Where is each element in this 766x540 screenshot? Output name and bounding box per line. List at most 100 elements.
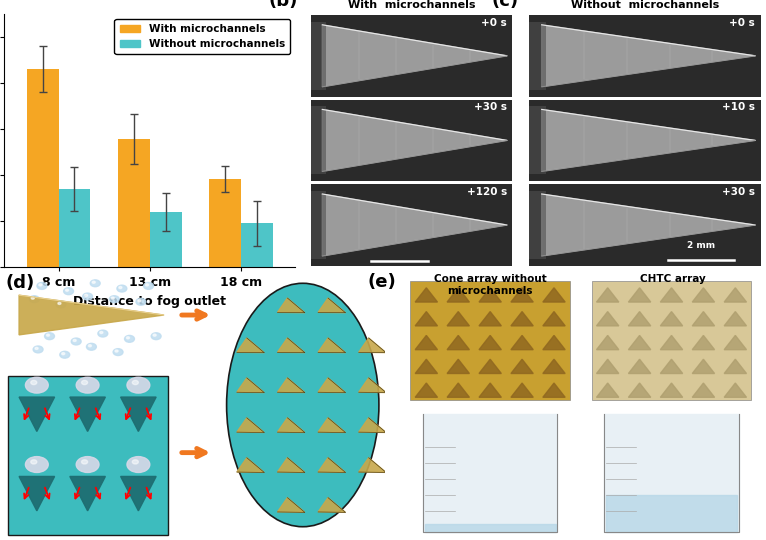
Circle shape — [56, 301, 66, 308]
Polygon shape — [692, 359, 715, 374]
Circle shape — [100, 332, 103, 334]
FancyBboxPatch shape — [591, 281, 751, 400]
Polygon shape — [415, 312, 437, 326]
Circle shape — [83, 293, 93, 300]
Circle shape — [81, 460, 87, 464]
Circle shape — [146, 284, 149, 286]
FancyBboxPatch shape — [311, 191, 326, 259]
Polygon shape — [660, 288, 683, 302]
Polygon shape — [628, 288, 651, 302]
FancyBboxPatch shape — [411, 281, 570, 400]
Polygon shape — [237, 458, 264, 472]
Polygon shape — [479, 383, 501, 397]
Circle shape — [37, 282, 47, 289]
Polygon shape — [692, 288, 715, 302]
X-axis label: Distance to fog outlet: Distance to fog outlet — [74, 295, 226, 308]
Circle shape — [64, 288, 74, 295]
Circle shape — [84, 294, 87, 296]
Bar — [241, 224, 273, 267]
FancyBboxPatch shape — [311, 184, 512, 266]
Text: 2 mm: 2 mm — [687, 240, 715, 249]
Polygon shape — [277, 458, 305, 472]
Text: +120 s: +120 s — [466, 187, 507, 197]
Polygon shape — [70, 476, 106, 511]
Polygon shape — [415, 383, 437, 397]
Polygon shape — [120, 476, 156, 511]
Circle shape — [125, 335, 135, 342]
Polygon shape — [322, 194, 507, 256]
Polygon shape — [318, 378, 345, 393]
Circle shape — [31, 380, 37, 384]
Circle shape — [90, 280, 100, 287]
Bar — [58, 189, 90, 267]
Polygon shape — [660, 312, 683, 326]
Polygon shape — [597, 383, 619, 397]
Circle shape — [66, 289, 69, 291]
Polygon shape — [724, 288, 747, 302]
Polygon shape — [543, 312, 565, 326]
Polygon shape — [447, 383, 470, 397]
Circle shape — [29, 296, 39, 302]
Polygon shape — [318, 298, 345, 313]
Text: Without  microchannels: Without microchannels — [571, 0, 719, 10]
Circle shape — [111, 297, 114, 299]
Polygon shape — [692, 383, 715, 397]
Polygon shape — [542, 25, 755, 87]
Polygon shape — [692, 312, 715, 326]
Circle shape — [25, 377, 48, 393]
Polygon shape — [511, 359, 533, 374]
Circle shape — [151, 333, 161, 340]
Polygon shape — [358, 458, 386, 472]
Polygon shape — [277, 498, 305, 512]
Text: With  microchannels: With microchannels — [348, 0, 475, 10]
Polygon shape — [479, 335, 501, 350]
Circle shape — [76, 377, 99, 393]
Text: (d): (d) — [5, 274, 35, 292]
Polygon shape — [479, 359, 501, 374]
Bar — [118, 139, 149, 267]
Polygon shape — [19, 295, 164, 335]
Polygon shape — [19, 397, 54, 431]
Ellipse shape — [227, 284, 379, 526]
Polygon shape — [597, 288, 619, 302]
Polygon shape — [322, 25, 507, 87]
FancyBboxPatch shape — [311, 99, 512, 181]
FancyBboxPatch shape — [529, 15, 761, 97]
Text: +30 s: +30 s — [474, 102, 507, 112]
Polygon shape — [479, 312, 501, 326]
Circle shape — [35, 347, 38, 349]
Polygon shape — [511, 312, 533, 326]
Polygon shape — [542, 194, 755, 256]
Text: +10 s: +10 s — [722, 102, 755, 112]
FancyBboxPatch shape — [529, 191, 545, 259]
Text: (c): (c) — [491, 0, 518, 10]
Polygon shape — [120, 397, 156, 431]
Polygon shape — [660, 383, 683, 397]
Circle shape — [31, 460, 37, 464]
Legend: With microchannels, Without microchannels: With microchannels, Without microchannel… — [114, 19, 290, 55]
Polygon shape — [322, 110, 507, 171]
Polygon shape — [724, 312, 747, 326]
Polygon shape — [447, 288, 470, 302]
Polygon shape — [318, 338, 345, 353]
Polygon shape — [628, 335, 651, 350]
Circle shape — [98, 330, 108, 337]
Circle shape — [87, 343, 97, 350]
Circle shape — [60, 352, 70, 358]
Polygon shape — [318, 458, 345, 472]
FancyBboxPatch shape — [529, 184, 761, 266]
Polygon shape — [415, 359, 437, 374]
Polygon shape — [318, 498, 345, 512]
Circle shape — [62, 353, 65, 355]
Circle shape — [31, 297, 34, 299]
Polygon shape — [597, 312, 619, 326]
Circle shape — [127, 457, 150, 472]
Polygon shape — [597, 335, 619, 350]
Polygon shape — [542, 110, 755, 171]
FancyBboxPatch shape — [311, 106, 326, 174]
Circle shape — [71, 338, 81, 345]
Polygon shape — [511, 288, 533, 302]
Circle shape — [33, 346, 43, 353]
Circle shape — [73, 339, 76, 341]
Polygon shape — [660, 359, 683, 374]
